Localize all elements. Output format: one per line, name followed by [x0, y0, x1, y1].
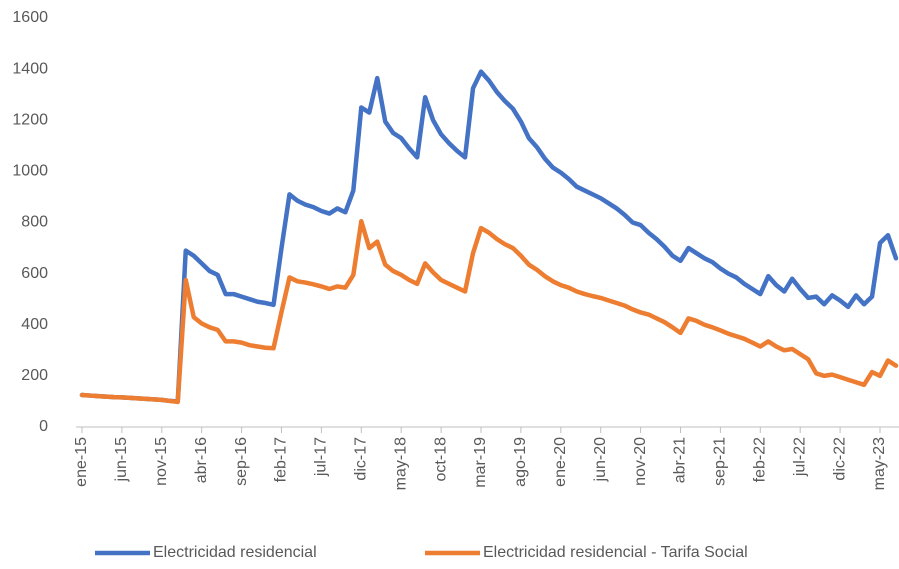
y-tick-label: 1200 — [12, 111, 48, 128]
x-tick-label: ene-20 — [552, 437, 569, 487]
y-tick-label: 600 — [21, 265, 48, 282]
line-series — [79, 218, 899, 405]
x-tick-label: ene-15 — [73, 437, 90, 487]
y-tick-label: 0 — [39, 418, 48, 435]
x-tick-label: sep-16 — [233, 437, 250, 486]
y-tick-label: 800 — [21, 214, 48, 231]
x-tick-label: mar-19 — [472, 437, 489, 488]
x-tick-label: may-23 — [871, 437, 888, 490]
x-tick-label: nov-20 — [632, 437, 649, 486]
y-tick-label: 200 — [21, 367, 48, 384]
x-tick-label: dic-17 — [353, 437, 370, 481]
x-tick-label: sep-21 — [712, 437, 729, 486]
line-series — [79, 69, 899, 404]
x-tick-label: feb-17 — [273, 437, 290, 482]
x-tick-label: dic-22 — [831, 437, 848, 481]
x-tick-label: abr-16 — [193, 437, 210, 483]
x-tick-label: abr-21 — [672, 437, 689, 483]
y-tick-label: 1400 — [12, 60, 48, 77]
x-tick-label: oct-18 — [432, 437, 449, 482]
legend-label: Electricidad residencial — [153, 544, 317, 561]
x-tick-label: may-18 — [392, 437, 409, 490]
x-tick-label: jul-17 — [313, 437, 330, 477]
x-tick-label: jul-22 — [791, 437, 808, 477]
y-tick-label: 1600 — [12, 9, 48, 26]
x-tick-label: ago-19 — [512, 437, 529, 487]
x-tick-label: feb-22 — [752, 437, 769, 482]
y-tick-label: 400 — [21, 316, 48, 333]
x-tick-label: jun-15 — [113, 437, 130, 483]
x-tick-label: jun-20 — [592, 437, 609, 483]
plot-area — [79, 69, 899, 405]
legend-label: Electricidad residencial - Tarifa Social — [483, 544, 748, 561]
y-tick-label: 1000 — [12, 163, 48, 180]
x-tick-label: nov-15 — [153, 437, 170, 486]
